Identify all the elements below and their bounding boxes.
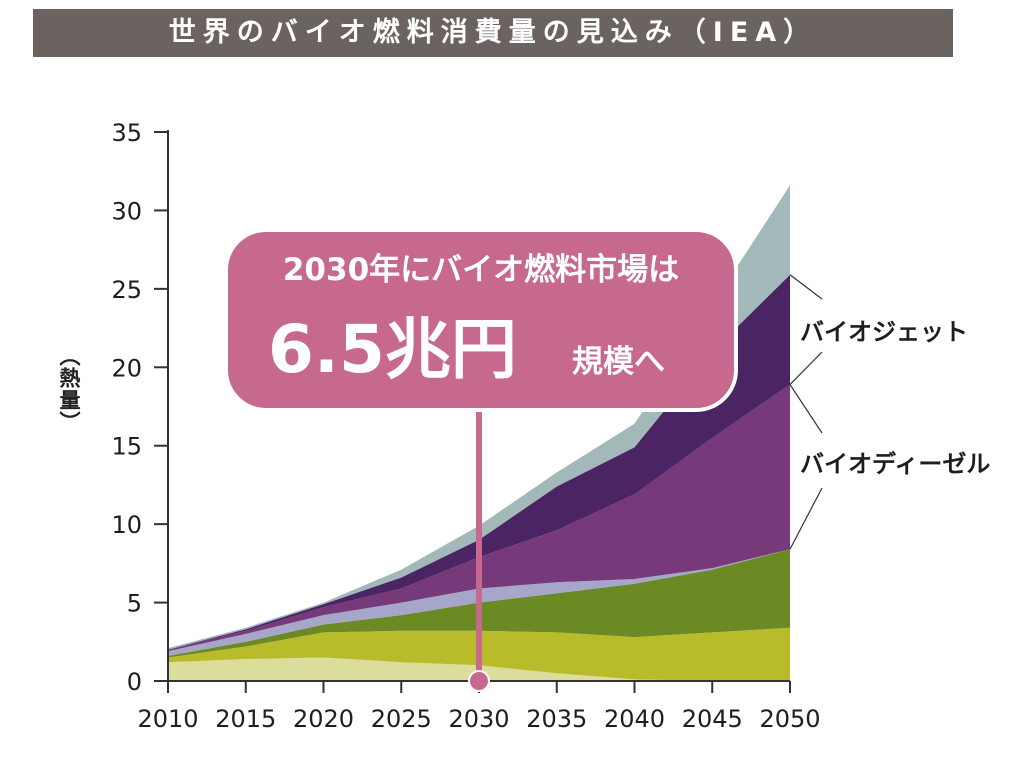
leader-line-jet: [789, 274, 823, 300]
leader-line-diesel: [789, 384, 823, 434]
leader-line-diesel: [789, 487, 823, 550]
x-tick-label: 2025: [371, 705, 432, 733]
y-tick-label: 35: [111, 119, 142, 147]
chart-title: 世界のバイオ燃料消費量の見込み（IEA）: [168, 17, 818, 48]
x-tick-label: 2030: [448, 705, 509, 733]
y-axis-label: （熱量）: [57, 345, 81, 433]
y-tick-label: 30: [111, 197, 142, 225]
legend-bio-jet: バイオジェット: [800, 318, 968, 346]
x-tick-label: 2040: [604, 705, 665, 733]
title-bar: 世界のバイオ燃料消費量の見込み（IEA）: [33, 9, 953, 57]
callout-line-1: 2030年にバイオ燃料市場は: [283, 252, 679, 288]
y-tick-label: 5: [127, 590, 142, 618]
legend-bio-diesel: バイオディーゼル: [800, 450, 990, 478]
callout-dot: [468, 670, 490, 692]
y-tick-label: 10: [111, 511, 142, 539]
y-tick-label: 20: [111, 354, 142, 382]
y-tick-label: 0: [127, 668, 142, 696]
area-5: [168, 384, 790, 652]
x-tick-label: 2010: [137, 705, 198, 733]
x-tick-label: 2035: [526, 705, 587, 733]
callout-box: [224, 228, 738, 412]
callout: 2030年にバイオ燃料市場は 6.5兆円 規模へ: [224, 228, 738, 692]
x-tick-label: 2045: [682, 705, 743, 733]
x-tick-label: 2020: [293, 705, 354, 733]
x-tick-label: 2015: [215, 705, 276, 733]
x-tick-label: 2050: [759, 705, 820, 733]
callout-amount: 6.5兆円: [268, 311, 517, 388]
leader-line-jet: [789, 351, 823, 385]
y-tick-label: 15: [111, 433, 142, 461]
y-tick-label: 25: [111, 276, 142, 304]
callout-scale: 規模へ: [572, 344, 665, 380]
area-6: [168, 274, 790, 650]
